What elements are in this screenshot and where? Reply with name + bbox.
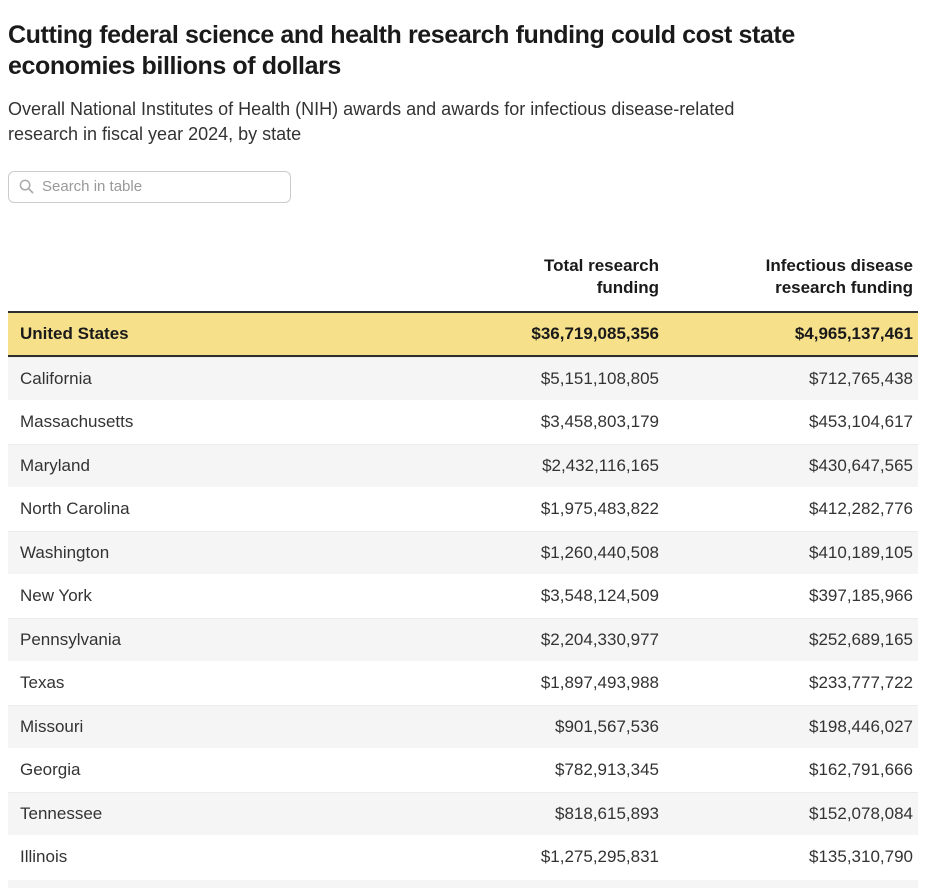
column-header-label: Total research funding <box>544 255 659 297</box>
table-row: North Carolina $1,975,483,822 $412,282,7… <box>8 487 918 531</box>
page-title: Cutting federal science and health resea… <box>8 21 795 80</box>
total-funding-value: $2,204,330,977 <box>540 629 659 649</box>
infectious-funding-value: $198,446,027 <box>809 716 913 736</box>
total-funding-value: $818,615,893 <box>555 803 659 823</box>
total-funding-value: $5,151,108,805 <box>540 368 659 388</box>
infectious-funding-value: $233,777,722 <box>809 673 913 693</box>
table-header-row: Total research funding Infectious diseas… <box>8 255 918 311</box>
table-row: Washington $1,260,440,508 $410,189,105 <box>8 530 918 575</box>
state-name: North Carolina <box>20 499 130 519</box>
data-table: Total research funding Infectious diseas… <box>8 255 918 888</box>
state-name: United States <box>20 323 129 343</box>
total-funding-value: $1,897,493,988 <box>540 673 659 693</box>
infectious-funding-value: $152,078,084 <box>809 803 913 823</box>
total-funding-value: $901,567,536 <box>555 716 659 736</box>
total-funding-value: $2,432,116,165 <box>542 455 659 475</box>
column-header-label: Infectious disease research funding <box>765 255 913 297</box>
state-name: Illinois <box>20 847 68 867</box>
search-input[interactable] <box>42 178 282 196</box>
state-name: Massachusetts <box>20 412 134 432</box>
chart-embed: Cutting federal science and health resea… <box>0 20 926 888</box>
infectious-funding-value: $410,189,105 <box>809 542 913 562</box>
state-name: Maryland <box>20 455 90 475</box>
table-row: Georgia $782,913,345 $162,791,666 <box>8 748 918 792</box>
state-name: Pennsylvania <box>20 629 122 649</box>
total-funding-value: $1,275,295,831 <box>540 847 659 867</box>
table-row: Illinois $1,275,295,831 $135,310,790 <box>8 835 918 879</box>
table-row: Missouri $901,567,536 $198,446,027 <box>8 704 918 749</box>
state-name: Washington <box>20 542 110 562</box>
table-row: Massachusetts $3,458,803,179 $453,104,61… <box>8 400 918 444</box>
state-name: Texas <box>20 673 65 693</box>
table-row-united-states: United States $36,719,085,356 $4,965,137… <box>8 312 918 357</box>
column-header-infectious-funding[interactable]: Infectious disease research funding <box>664 255 918 299</box>
cut-off-next-row <box>8 879 918 888</box>
table-row: New York $3,548,124,509 $397,185,966 <box>8 574 918 618</box>
total-funding-value: $782,913,345 <box>555 760 659 780</box>
infectious-funding-value: $430,647,565 <box>809 455 913 475</box>
table-row: Texas $1,897,493,988 $233,777,722 <box>8 661 918 705</box>
infectious-funding-value: $397,185,966 <box>809 586 913 606</box>
table-row: California $5,151,108,805 $712,765,438 <box>8 356 918 401</box>
infectious-funding-value: $135,310,790 <box>809 847 913 867</box>
infectious-funding-value: $162,791,666 <box>809 760 913 780</box>
infectious-funding-value: $252,689,165 <box>809 629 913 649</box>
total-funding-value: $1,975,483,822 <box>540 499 659 519</box>
table-body: United States $36,719,085,356 $4,965,137… <box>8 310 918 888</box>
total-funding-value: $1,260,440,508 <box>540 542 659 562</box>
infectious-funding-value: $453,104,617 <box>809 412 913 432</box>
table-search-box[interactable] <box>8 170 291 203</box>
state-name: New York <box>20 586 92 606</box>
page-subtitle: Overall National Institutes of Health (N… <box>8 99 735 144</box>
table-row: Tennessee $818,615,893 $152,078,084 <box>8 791 918 836</box>
column-header-total-funding[interactable]: Total research funding <box>324 255 664 299</box>
search-icon <box>19 179 34 194</box>
infectious-funding-value: $412,282,776 <box>809 499 913 519</box>
infectious-funding-value: $712,765,438 <box>809 368 913 388</box>
total-funding-value: $3,548,124,509 <box>540 586 659 606</box>
state-name: California <box>20 368 92 388</box>
state-name: Georgia <box>20 760 81 780</box>
state-name: Tennessee <box>20 803 103 823</box>
total-funding-value: $3,458,803,179 <box>540 412 659 432</box>
state-name: Missouri <box>20 716 84 736</box>
infectious-funding-value: $4,965,137,461 <box>794 323 913 343</box>
table-row: Maryland $2,432,116,165 $430,647,565 <box>8 443 918 488</box>
total-funding-value: $36,719,085,356 <box>531 323 659 343</box>
table-row: Pennsylvania $2,204,330,977 $252,689,165 <box>8 617 918 662</box>
